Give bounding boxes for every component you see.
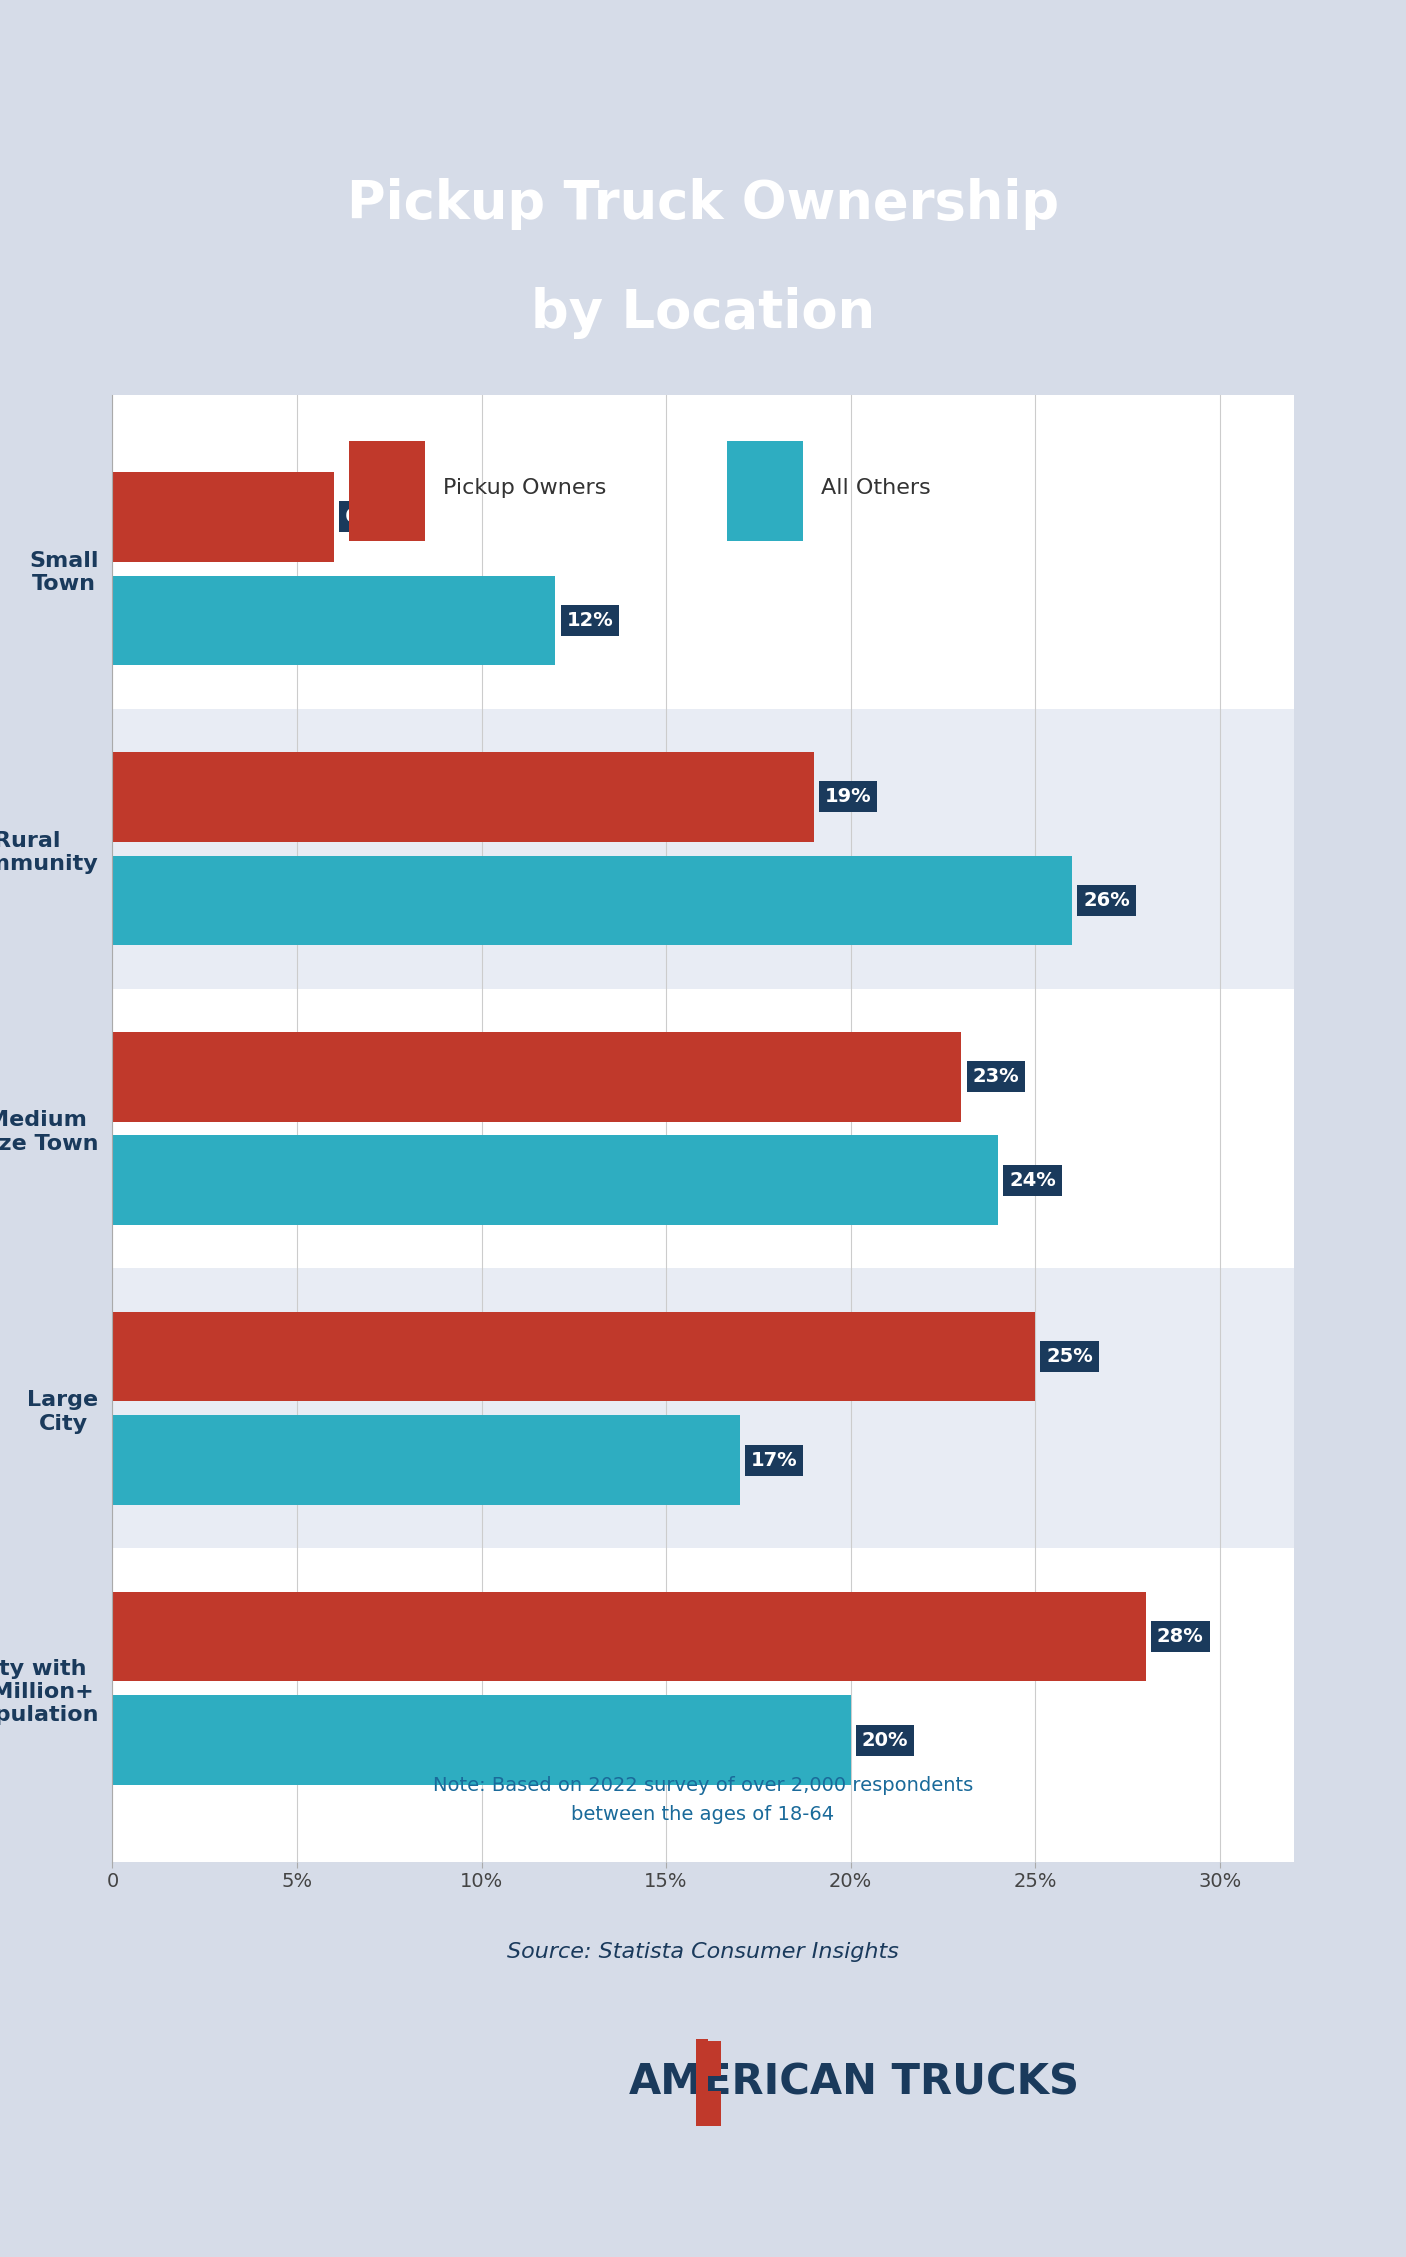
Bar — [112, 752, 814, 842]
Bar — [112, 1591, 1146, 1681]
Text: AM: AM — [630, 2061, 703, 2104]
Text: 24%: 24% — [1010, 1171, 1056, 1189]
Bar — [696, 2040, 721, 2076]
Text: 25%: 25% — [1046, 1347, 1092, 1365]
Text: 6%: 6% — [344, 508, 378, 526]
Text: 23%: 23% — [973, 1068, 1019, 1086]
Text: Pickup Truck Ownership: Pickup Truck Ownership — [347, 178, 1059, 230]
Text: 20%: 20% — [862, 1731, 908, 1749]
Text: Source: Statista Consumer Insights: Source: Statista Consumer Insights — [508, 1943, 898, 1961]
Text: ERICAN TRUCKS: ERICAN TRUCKS — [703, 2061, 1078, 2104]
Bar — [696, 2038, 707, 2126]
Bar — [112, 1311, 1035, 1402]
Bar — [112, 1031, 962, 1122]
FancyBboxPatch shape — [349, 442, 426, 542]
Bar — [112, 576, 555, 666]
Text: Pickup Owners: Pickup Owners — [443, 478, 606, 497]
Bar — [112, 472, 335, 562]
Text: 12%: 12% — [567, 612, 613, 630]
Text: 17%: 17% — [751, 1451, 797, 1469]
Bar — [112, 1268, 1294, 1548]
Bar — [112, 1135, 998, 1226]
Text: All Others: All Others — [821, 478, 931, 497]
Bar — [112, 1695, 851, 1785]
Text: 28%: 28% — [1157, 1627, 1204, 1645]
Bar — [696, 2090, 721, 2126]
Bar — [112, 1415, 740, 1505]
Text: Note: Based on 2022 survey of over 2,000 respondents
between the ages of 18-64: Note: Based on 2022 survey of over 2,000… — [433, 1776, 973, 1824]
Text: 19%: 19% — [825, 788, 872, 806]
FancyBboxPatch shape — [727, 442, 803, 542]
Bar — [112, 855, 1073, 946]
Text: by Location: by Location — [531, 287, 875, 339]
Text: 26%: 26% — [1083, 892, 1130, 910]
Bar — [112, 709, 1294, 989]
